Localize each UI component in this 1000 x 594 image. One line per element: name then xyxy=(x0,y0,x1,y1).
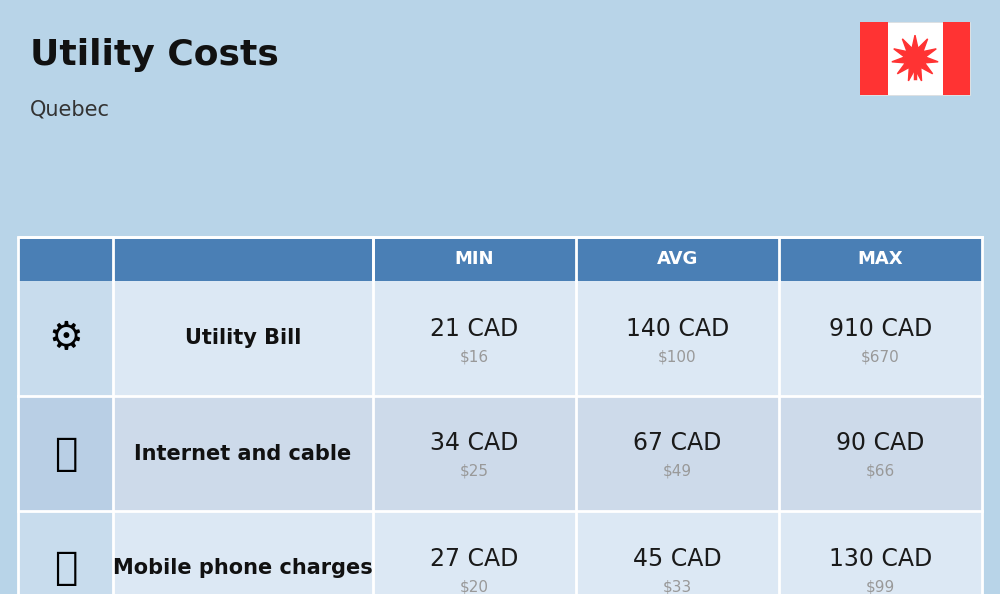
Text: 67 CAD: 67 CAD xyxy=(633,431,722,456)
Text: MAX: MAX xyxy=(858,250,903,268)
Text: $16: $16 xyxy=(460,349,489,364)
Polygon shape xyxy=(892,35,938,81)
Text: $100: $100 xyxy=(658,349,697,364)
Text: 📶: 📶 xyxy=(54,434,77,472)
Text: Quebec: Quebec xyxy=(30,100,110,120)
Text: 90 CAD: 90 CAD xyxy=(836,431,925,456)
Text: Utility Bill: Utility Bill xyxy=(185,328,301,349)
Bar xyxy=(860,22,888,95)
Bar xyxy=(860,22,970,95)
Bar xyxy=(18,237,982,281)
Bar xyxy=(942,22,970,95)
Text: 34 CAD: 34 CAD xyxy=(430,431,519,456)
Text: $66: $66 xyxy=(866,464,895,479)
Text: 27 CAD: 27 CAD xyxy=(430,546,519,570)
Text: AVG: AVG xyxy=(657,250,698,268)
Text: 45 CAD: 45 CAD xyxy=(633,546,722,570)
Text: MIN: MIN xyxy=(455,250,494,268)
Text: $20: $20 xyxy=(460,579,489,594)
Bar xyxy=(18,237,982,594)
Text: Internet and cable: Internet and cable xyxy=(134,444,352,463)
Bar xyxy=(18,281,982,396)
Text: 140 CAD: 140 CAD xyxy=(626,317,729,340)
Text: 21 CAD: 21 CAD xyxy=(430,317,519,340)
Text: $25: $25 xyxy=(460,464,489,479)
Text: $99: $99 xyxy=(866,579,895,594)
Text: $670: $670 xyxy=(861,349,900,364)
Text: Utility Costs: Utility Costs xyxy=(30,38,279,72)
Text: $33: $33 xyxy=(663,579,692,594)
Bar xyxy=(18,511,982,594)
Bar xyxy=(18,396,982,511)
Text: 130 CAD: 130 CAD xyxy=(829,546,932,570)
Text: $49: $49 xyxy=(663,464,692,479)
Text: 📱: 📱 xyxy=(54,549,77,587)
Text: ⚙: ⚙ xyxy=(48,320,83,358)
Bar xyxy=(18,396,113,511)
Bar xyxy=(18,281,113,396)
Bar xyxy=(18,511,113,594)
Text: Mobile phone charges: Mobile phone charges xyxy=(113,558,373,579)
Text: 910 CAD: 910 CAD xyxy=(829,317,932,340)
